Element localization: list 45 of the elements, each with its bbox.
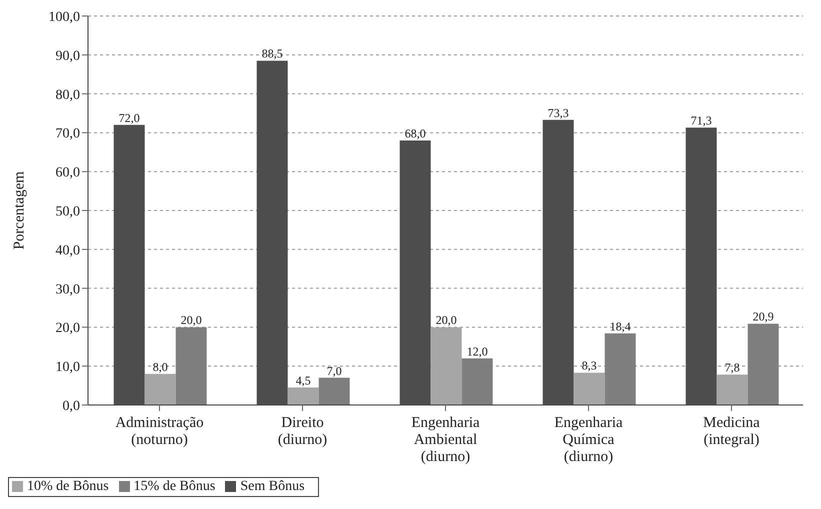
x-tick-label: Direito (diurno)	[278, 415, 328, 448]
y-tick-label: 40,0	[56, 243, 80, 258]
data-label: 8,3	[582, 358, 597, 373]
y-tick-label: 100,0	[48, 10, 80, 25]
y-tick-label: 70,0	[56, 126, 80, 142]
y-axis-title: Porcentagem	[11, 171, 28, 250]
data-label: 71,3	[690, 114, 712, 128]
bar	[604, 333, 636, 405]
data-label: 72,0	[118, 110, 140, 125]
y-tick-label: 0,0	[62, 398, 80, 414]
y-tick-label: 30,0	[56, 282, 80, 298]
y-tick-label: 20,0	[56, 321, 80, 336]
bar	[288, 387, 319, 405]
data-label: 20,0	[180, 313, 202, 328]
data-label: 20,0	[436, 313, 457, 328]
y-tick-label: 80,0	[56, 88, 80, 103]
y-tick-label: 10,0	[56, 360, 80, 376]
y-tick-label: 60,0	[56, 166, 80, 181]
legend-label: 15% de Bônus	[134, 479, 216, 494]
data-label: 7,8	[724, 360, 740, 375]
x-tick-label: Administração (noturno)	[115, 415, 204, 448]
x-tick-label: Engenharia Ambiental (diurno)	[411, 415, 480, 465]
bar	[318, 378, 350, 405]
bar	[462, 358, 493, 405]
bar	[574, 372, 605, 405]
data-label: 8,0	[152, 360, 168, 374]
bar	[748, 324, 779, 405]
x-tick-label: Medicina (integral)	[703, 415, 760, 448]
legend-label: Sem Bônus	[240, 479, 305, 494]
bar	[430, 327, 462, 405]
data-label: 18,4	[610, 319, 631, 334]
x-tick-label: Engenharia Química (diurno)	[554, 415, 623, 465]
bar	[716, 374, 748, 405]
data-label: 73,3	[548, 106, 569, 120]
data-label: 7,0	[326, 364, 342, 378]
y-tick-label: 50,0	[56, 204, 80, 220]
legend-label: 10% de Bônus	[27, 479, 109, 494]
data-label: 20,9	[752, 310, 774, 324]
data-label: 88,5	[262, 46, 283, 61]
bar	[176, 327, 207, 405]
data-label: 68,0	[404, 126, 426, 140]
data-label: 12,0	[466, 344, 488, 358]
bar	[144, 374, 176, 405]
data-label: 4,5	[296, 373, 311, 388]
y-tick-label: 90,0	[56, 48, 80, 64]
